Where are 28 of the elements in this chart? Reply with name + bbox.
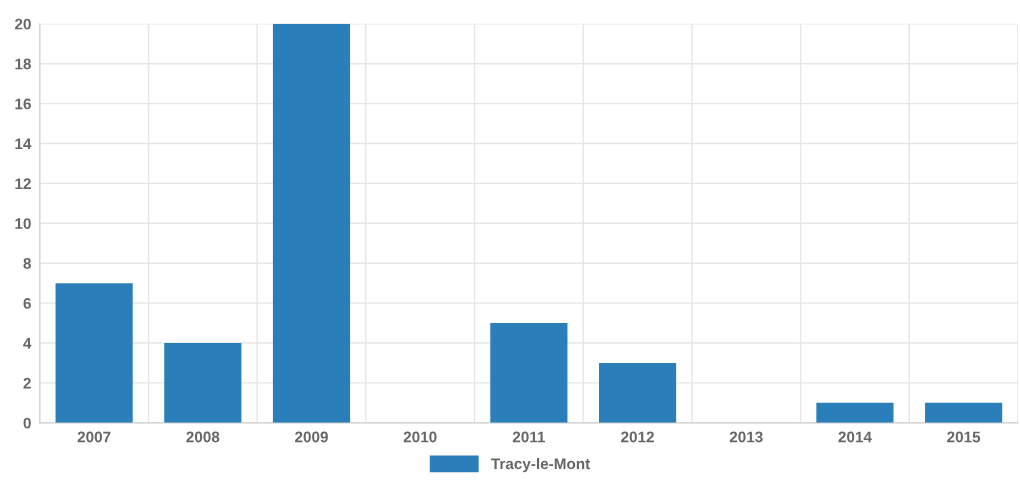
bar: [272, 23, 351, 423]
legend-label: Tracy-le-Mont: [491, 457, 591, 473]
bar: [55, 283, 133, 423]
x-tick-label: 2010: [403, 431, 437, 443]
bar: [598, 362, 677, 423]
y-tick-label: 12: [15, 178, 31, 189]
x-tick-label: 2013: [729, 431, 763, 443]
bar: [925, 402, 1003, 423]
x-tick-label: 2008: [186, 431, 220, 443]
bar: [164, 343, 242, 423]
bar: [490, 323, 568, 423]
y-tick-label: 6: [23, 297, 31, 309]
x-tick-label: 2012: [621, 431, 654, 443]
y-tick-label: 8: [23, 258, 31, 269]
y-tick-label: 4: [23, 338, 32, 349]
y-tick-label: 2: [23, 377, 31, 389]
x-tick-label: 2009: [295, 431, 328, 443]
y-tick-label: 10: [15, 218, 31, 229]
y-tick-label: 16: [15, 98, 31, 110]
y-tick-label: 20: [14, 18, 31, 30]
y-tick-label: 0: [23, 417, 31, 429]
x-tick-label: 2015: [947, 431, 981, 443]
x-tick-label: 2007: [77, 431, 111, 443]
y-tick-label: 14: [15, 138, 32, 150]
x-tick-label: 2011: [512, 431, 546, 443]
y-tick-label: 18: [15, 58, 31, 70]
bar: [816, 402, 894, 423]
x-tick-label: 2014: [838, 431, 872, 443]
